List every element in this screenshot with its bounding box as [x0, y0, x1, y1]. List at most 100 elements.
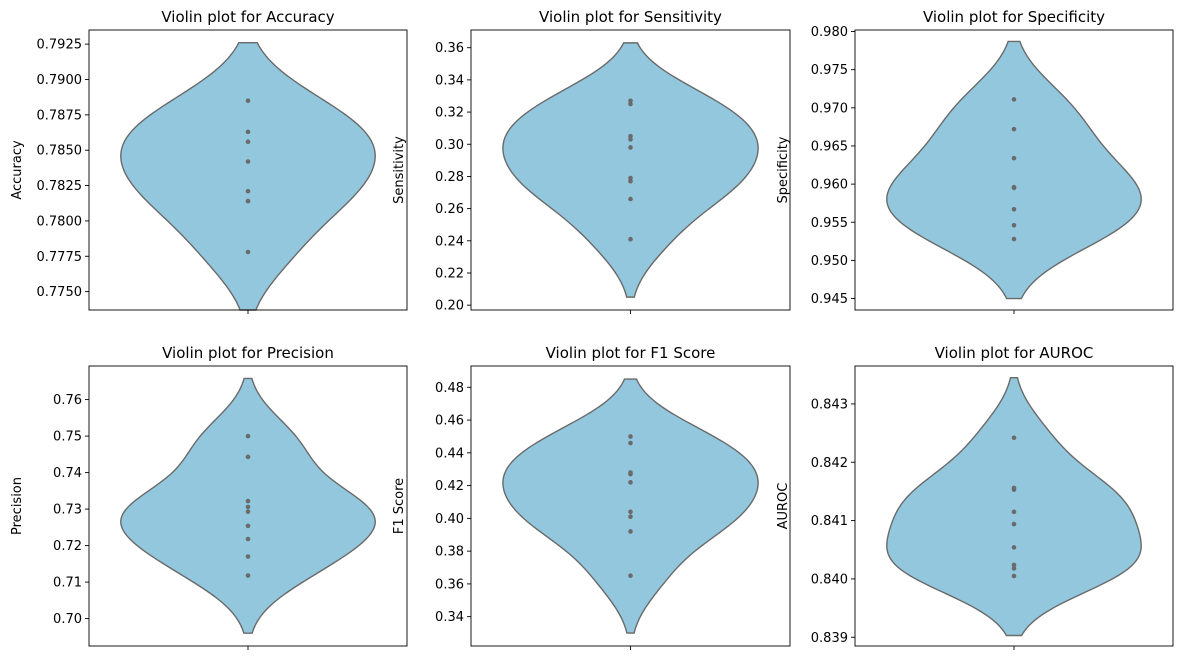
y-tick-label-specificity-0: 0.945	[811, 292, 848, 307]
y-axis-label-sensitivity: Sensitivity	[392, 136, 407, 204]
data-point-accuracy-2	[245, 129, 251, 135]
data-point-f1-score-5	[628, 480, 633, 485]
data-point-f1-score-7	[628, 514, 633, 520]
y-tick-label-sensitivity-3: 0.26	[435, 202, 464, 217]
data-point-auroc-3	[1011, 487, 1017, 492]
y-tick-label-auroc-4: 0.843	[811, 397, 848, 412]
data-point-auroc-5	[1011, 521, 1017, 527]
data-point-specificity-8	[1011, 236, 1017, 242]
chart-title-sensitivity: Violin plot for Sensitivity	[539, 8, 722, 26]
y-tick-label-accuracy-1: 0.7775	[37, 250, 83, 265]
data-point-precision-5	[245, 509, 251, 514]
y-tick-label-accuracy-6: 0.7900	[37, 73, 83, 88]
data-point-sensitivity-4	[628, 137, 633, 142]
data-point-accuracy-3	[245, 139, 251, 145]
y-tick-label-sensitivity-5: 0.30	[435, 138, 464, 153]
y-tick-label-specificity-6: 0.975	[811, 63, 848, 78]
y-tick-label-f1-score-6: 0.46	[435, 414, 464, 429]
chart-panel-specificity: 0.945 0.950 0.955 0.960 0.965 0.970 0.975 0.980…	[776, 8, 1174, 314]
y-tick-label-precision-5: 0.75	[53, 430, 82, 445]
data-point-f1-score-4	[628, 471, 633, 477]
data-point-precision-7	[245, 536, 251, 542]
data-point-precision-4	[245, 504, 251, 510]
y-axis-label-f1-score: F1 Score	[392, 478, 407, 534]
data-point-auroc-1	[1011, 435, 1017, 441]
data-point-accuracy-7	[245, 249, 251, 255]
y-tick-label-auroc-1: 0.840	[811, 572, 848, 587]
y-tick-label-precision-3: 0.73	[53, 503, 82, 518]
chart-panel-auroc: 0.839 0.840 0.841 0.842 0.843 Violin plot for…	[776, 344, 1174, 650]
y-tick-label-accuracy-0: 0.7750	[37, 285, 83, 300]
y-tick-label-f1-score-7: 0.48	[435, 381, 464, 396]
y-tick-label-accuracy-5: 0.7875	[37, 108, 83, 123]
y-tick-label-auroc-0: 0.839	[811, 631, 848, 646]
data-point-precision-3	[245, 498, 251, 504]
violin-body-accuracy	[120, 42, 376, 311]
data-point-f1-score-1	[628, 434, 633, 439]
data-point-f1-score-9	[628, 573, 633, 579]
data-point-auroc-4	[1011, 509, 1017, 515]
y-tick-label-f1-score-2: 0.38	[435, 545, 464, 560]
data-point-sensitivity-5	[628, 145, 633, 150]
y-axis-label-accuracy: Accuracy	[10, 140, 25, 200]
y-tick-label-specificity-5: 0.970	[811, 101, 848, 116]
chart-panel-accuracy: 0.7750 0.7775 0.7800 0.7825 0.7850 0.7875 0.79…	[10, 8, 408, 314]
chart-title-precision: Violin plot for Precision	[162, 344, 334, 362]
y-tick-label-specificity-4: 0.965	[811, 139, 848, 154]
y-axis-label-precision: Precision	[10, 477, 25, 535]
violin-body-sensitivity	[502, 42, 759, 298]
data-point-specificity-6	[1011, 206, 1017, 212]
y-tick-label-specificity-2: 0.955	[811, 216, 848, 231]
y-tick-label-sensitivity-7: 0.34	[435, 73, 464, 88]
y-tick-label-auroc-2: 0.841	[811, 514, 848, 529]
chart-panel-f1-score: 0.34 0.36 0.38 0.40 0.42 0.44 0.46 0.48 Violin p…	[392, 344, 791, 650]
data-point-sensitivity-6	[628, 175, 633, 181]
chart-panel-sensitivity: 0.20 0.22 0.24 0.26 0.28 0.30 0.32 0.34 0.36 Viol…	[392, 8, 791, 314]
data-point-specificity-1	[1011, 97, 1017, 102]
data-point-specificity-3	[1011, 155, 1017, 161]
data-point-precision-8	[245, 554, 251, 559]
y-tick-label-specificity-1: 0.950	[811, 254, 848, 269]
y-axis-label-specificity: Specificity	[776, 136, 791, 203]
data-point-sensitivity-7	[628, 178, 633, 184]
y-tick-label-precision-2: 0.72	[53, 539, 82, 554]
chart-title-f1-score: Violin plot for F1 Score	[546, 344, 716, 362]
y-tick-label-specificity-3: 0.960	[811, 178, 848, 193]
chart-title-accuracy: Violin plot for Accuracy	[161, 8, 334, 26]
y-tick-label-sensitivity-2: 0.24	[435, 234, 464, 249]
y-tick-label-sensitivity-0: 0.20	[435, 299, 464, 314]
data-point-precision-2	[245, 454, 251, 460]
y-tick-label-auroc-3: 0.842	[811, 456, 848, 471]
data-point-specificity-7	[1011, 223, 1017, 228]
data-point-sensitivity-1	[628, 98, 633, 104]
data-point-sensitivity-9	[628, 236, 633, 242]
y-tick-label-sensitivity-6: 0.32	[435, 106, 464, 121]
violin-body-auroc	[886, 376, 1142, 637]
violin-body-f1-score	[502, 378, 759, 634]
y-tick-label-f1-score-4: 0.42	[435, 479, 464, 494]
y-tick-label-precision-0: 0.70	[53, 612, 82, 627]
y-tick-label-sensitivity-4: 0.28	[435, 170, 464, 185]
y-tick-label-specificity-7: 0.980	[811, 25, 848, 40]
data-point-precision-6	[245, 523, 251, 529]
data-point-auroc-6	[1011, 545, 1017, 550]
chart-title-auroc: Violin plot for AUROC	[935, 344, 1094, 362]
data-point-precision-1	[245, 433, 251, 439]
y-tick-label-accuracy-3: 0.7825	[37, 179, 83, 194]
y-tick-label-sensitivity-1: 0.22	[435, 266, 464, 281]
data-point-f1-score-8	[628, 529, 633, 534]
y-tick-label-accuracy-4: 0.7850	[37, 144, 83, 159]
y-tick-label-f1-score-3: 0.40	[435, 512, 464, 527]
chart-title-specificity: Violin plot for Specificity	[923, 8, 1105, 26]
data-point-accuracy-5	[245, 188, 251, 194]
chart-panel-precision: 0.70 0.71 0.72 0.73 0.74 0.75 0.76 Violin plot …	[10, 344, 408, 650]
y-tick-label-accuracy-7: 0.7925	[37, 38, 83, 53]
y-tick-label-precision-1: 0.71	[53, 576, 82, 591]
violin-body-specificity	[886, 40, 1142, 300]
data-point-sensitivity-3	[628, 133, 633, 139]
data-point-precision-9	[245, 573, 251, 578]
data-point-accuracy-1	[245, 98, 251, 104]
data-point-sensitivity-8	[628, 196, 633, 202]
y-tick-label-sensitivity-8: 0.36	[435, 41, 464, 56]
